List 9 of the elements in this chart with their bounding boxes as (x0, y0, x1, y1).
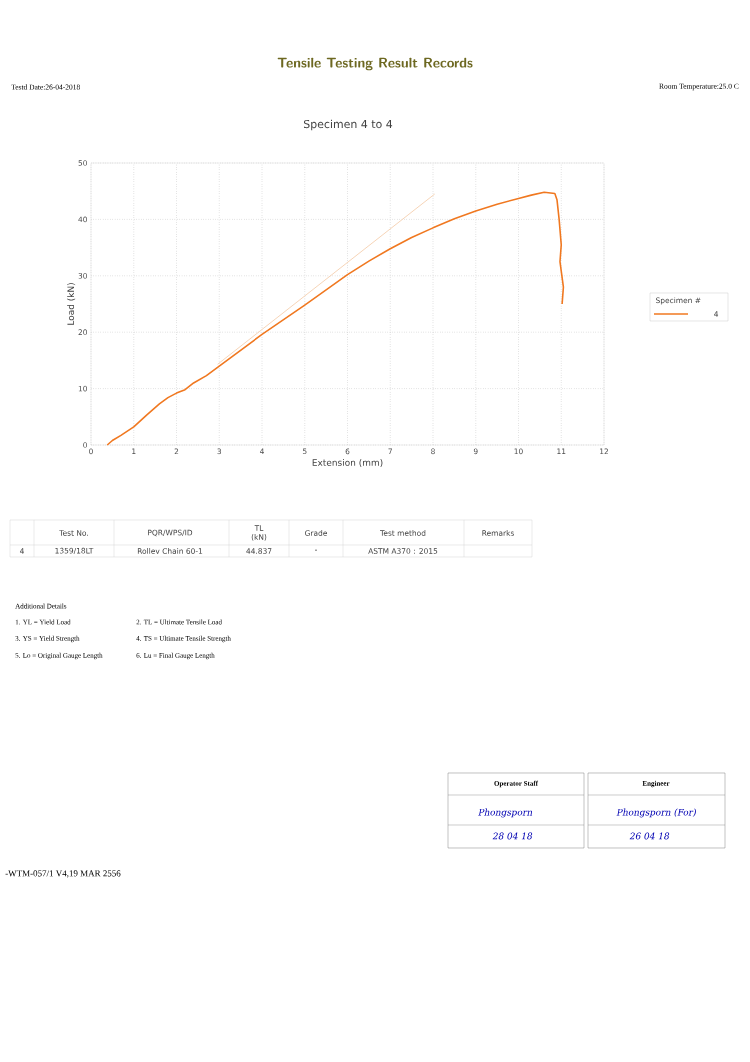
chart-title: Specimen 4 to 4 (303, 119, 393, 131)
x-axis-title: Extension (mm) (312, 459, 383, 467)
text: 26 04 18 (629, 832, 670, 840)
text: -WTM-057/1 V4,19 MAR 2556 (5, 870, 121, 878)
y-axis-title: Load (kN) (67, 283, 76, 325)
text: Phongsporn (478, 808, 533, 818)
text: Tensile Testing Result Records (277, 57, 473, 71)
text: Phongsporn (For) (616, 808, 696, 818)
text: 28 04 18 (492, 832, 533, 840)
